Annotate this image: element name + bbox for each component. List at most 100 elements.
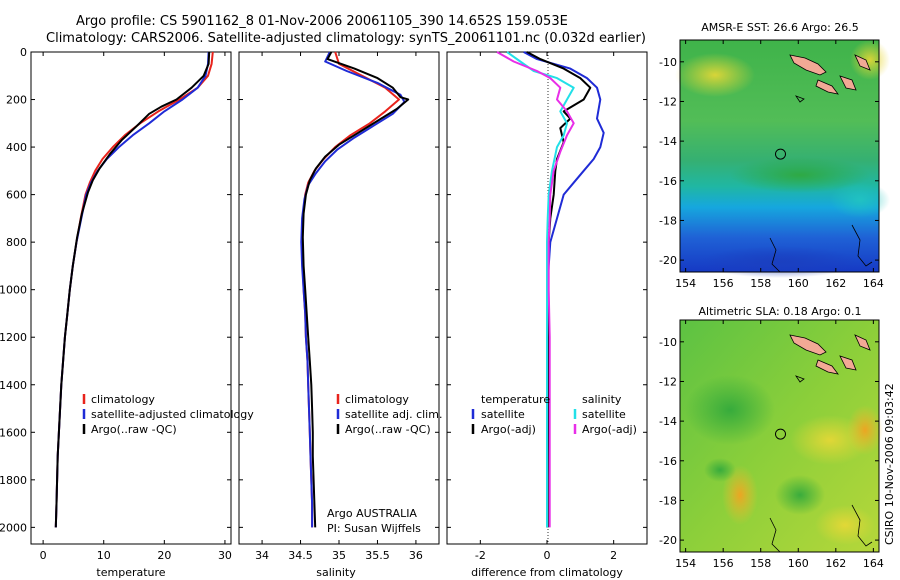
legend-climatology: climatology	[91, 393, 155, 406]
argo-float-marker	[775, 148, 786, 160]
sst-cool-patch	[700, 246, 860, 278]
x-tick-label: 164	[863, 277, 884, 290]
x-tick-label: 158	[750, 277, 771, 290]
x-tick-label: -2	[475, 549, 486, 562]
legend-temp-argo: Argo(-adj)	[481, 423, 536, 436]
sst-warm-patch	[675, 53, 755, 97]
x-tick-label: 158	[750, 557, 771, 570]
y-tick-label: -12	[659, 375, 677, 388]
csiro-timestamp: CSIRO 10-Nov-2006 09:03:42	[883, 383, 896, 545]
reef-outline	[769, 237, 781, 273]
x-tick-label: 160	[788, 557, 809, 570]
x-tick-label: 10	[97, 549, 111, 562]
sla-low-patch	[685, 375, 775, 445]
island-shape	[815, 359, 839, 375]
y-tick-label: 1000	[0, 284, 27, 297]
x-tick-label: 35	[332, 549, 346, 562]
y-tick-label: 1400	[0, 379, 27, 392]
legend-sal-satellite: satellite	[582, 408, 626, 421]
x-tick-label: 156	[713, 277, 734, 290]
sst-map-panel: AMSR-E SST: 26.6 Argo: 26.5 154 156 158 160…	[659, 21, 890, 290]
difference-legend: temperature satellite Argo(-adj) salinit…	[471, 393, 637, 436]
island-shape	[854, 54, 871, 71]
reef-outline	[794, 95, 805, 103]
series-line-temperature-satellite	[523, 51, 605, 528]
x-tick-label: 34	[255, 549, 269, 562]
reef-outline	[851, 504, 873, 547]
y-tick-label: -16	[659, 175, 677, 188]
sla-low-patch	[775, 475, 825, 515]
x-tick-label: 0	[40, 549, 47, 562]
temperature-panel: 0 200 400 600 800 1000 1200 1400 1600 1800 2000 0 10…	[0, 46, 254, 579]
y-tick-label: 200	[6, 94, 27, 107]
legend-temp-satellite: satellite	[481, 408, 525, 421]
x-tick-label: 2	[610, 549, 617, 562]
sla-map-title: Altimetric SLA: 0.18 Argo: 0.1	[698, 305, 861, 318]
island-shape	[839, 75, 857, 91]
sst-warm-patch	[850, 40, 890, 80]
salinity-panel: 34 34.5 35 35.5 36 salinity climatology sate…	[238, 51, 442, 579]
difference-panel: -2 0 2 difference from climatology tempera…	[446, 51, 648, 579]
x-tick-label: 162	[825, 277, 846, 290]
series-line-salinity-argo	[496, 51, 575, 528]
y-tick-label: -20	[659, 534, 677, 547]
y-tick-label: 0	[20, 46, 27, 59]
legend-argo: Argo(..raw -QC)	[345, 423, 431, 436]
salinity-xlabel: salinity	[316, 566, 356, 579]
x-tick-label: 156	[713, 557, 734, 570]
series-line-climatology	[301, 51, 400, 528]
temperature-xlabel: temperature	[96, 566, 165, 579]
reef-outline	[794, 375, 805, 383]
y-tick-label: 2000	[0, 521, 27, 534]
header-line-1: Argo profile: CS 5901162_8 01-Nov-2006 2…	[76, 14, 568, 29]
series-line-argo	[301, 51, 410, 528]
series-line-climatology	[54, 51, 214, 528]
y-tick-label: 600	[6, 189, 27, 202]
island-shape	[854, 334, 871, 351]
sst-map-title: AMSR-E SST: 26.6 Argo: 26.5	[701, 21, 859, 34]
sla-map-panel: Altimetric SLA: 0.18 Argo: 0.1 154 156 158…	[659, 305, 884, 570]
y-tick-label: -12	[659, 95, 677, 108]
temperature-legend: climatology satellite-adjusted climatolo…	[82, 393, 254, 436]
y-tick-label: -18	[659, 214, 677, 227]
sla-map-frame	[679, 319, 880, 553]
difference-xlabel: difference from climatology	[471, 566, 623, 579]
x-tick-label: 20	[157, 549, 171, 562]
salinity-axes-frame	[238, 51, 440, 545]
y-tick-label: -10	[659, 56, 677, 69]
reef-outline	[851, 224, 873, 267]
y-tick-label: -10	[659, 336, 677, 349]
y-tick-label: -14	[659, 135, 677, 148]
sla-high-patch	[847, 405, 883, 455]
y-tick-label: 1800	[0, 474, 27, 487]
island-shape	[839, 355, 857, 371]
argo-program-annotation: Argo AUSTRALIA	[327, 507, 417, 520]
island-shape	[789, 54, 827, 76]
sst-map-frame	[679, 39, 880, 273]
x-tick-label: 0	[544, 549, 551, 562]
x-tick-label: 35.5	[365, 549, 390, 562]
series-line-temperature-argo	[526, 51, 592, 528]
series-line-argo	[54, 51, 211, 528]
y-tick-label: -14	[659, 415, 677, 428]
x-tick-label: 154	[675, 557, 696, 570]
argo-float-marker	[775, 428, 786, 440]
legend-header-temperature: temperature	[481, 393, 550, 406]
y-tick-label: 400	[6, 141, 27, 154]
legend-sal-argo: Argo(-adj)	[582, 423, 637, 436]
x-tick-label: 160	[788, 277, 809, 290]
series-line-satellite	[54, 51, 210, 528]
x-tick-label: 34.5	[288, 549, 313, 562]
island-shape	[789, 334, 827, 356]
reef-outline	[769, 517, 781, 553]
y-tick-label: 1600	[0, 426, 27, 439]
argo-pi-annotation: PI: Susan Wijffels	[327, 522, 421, 535]
legend-satellite: satellite-adjusted climatology	[91, 408, 254, 421]
y-tick-label: -16	[659, 455, 677, 468]
y-tick-label: 800	[6, 236, 27, 249]
sst-cyan-patch	[830, 182, 890, 218]
temperature-axes-frame	[30, 51, 232, 545]
x-tick-label: 162	[825, 557, 846, 570]
x-tick-label: 36	[409, 549, 423, 562]
